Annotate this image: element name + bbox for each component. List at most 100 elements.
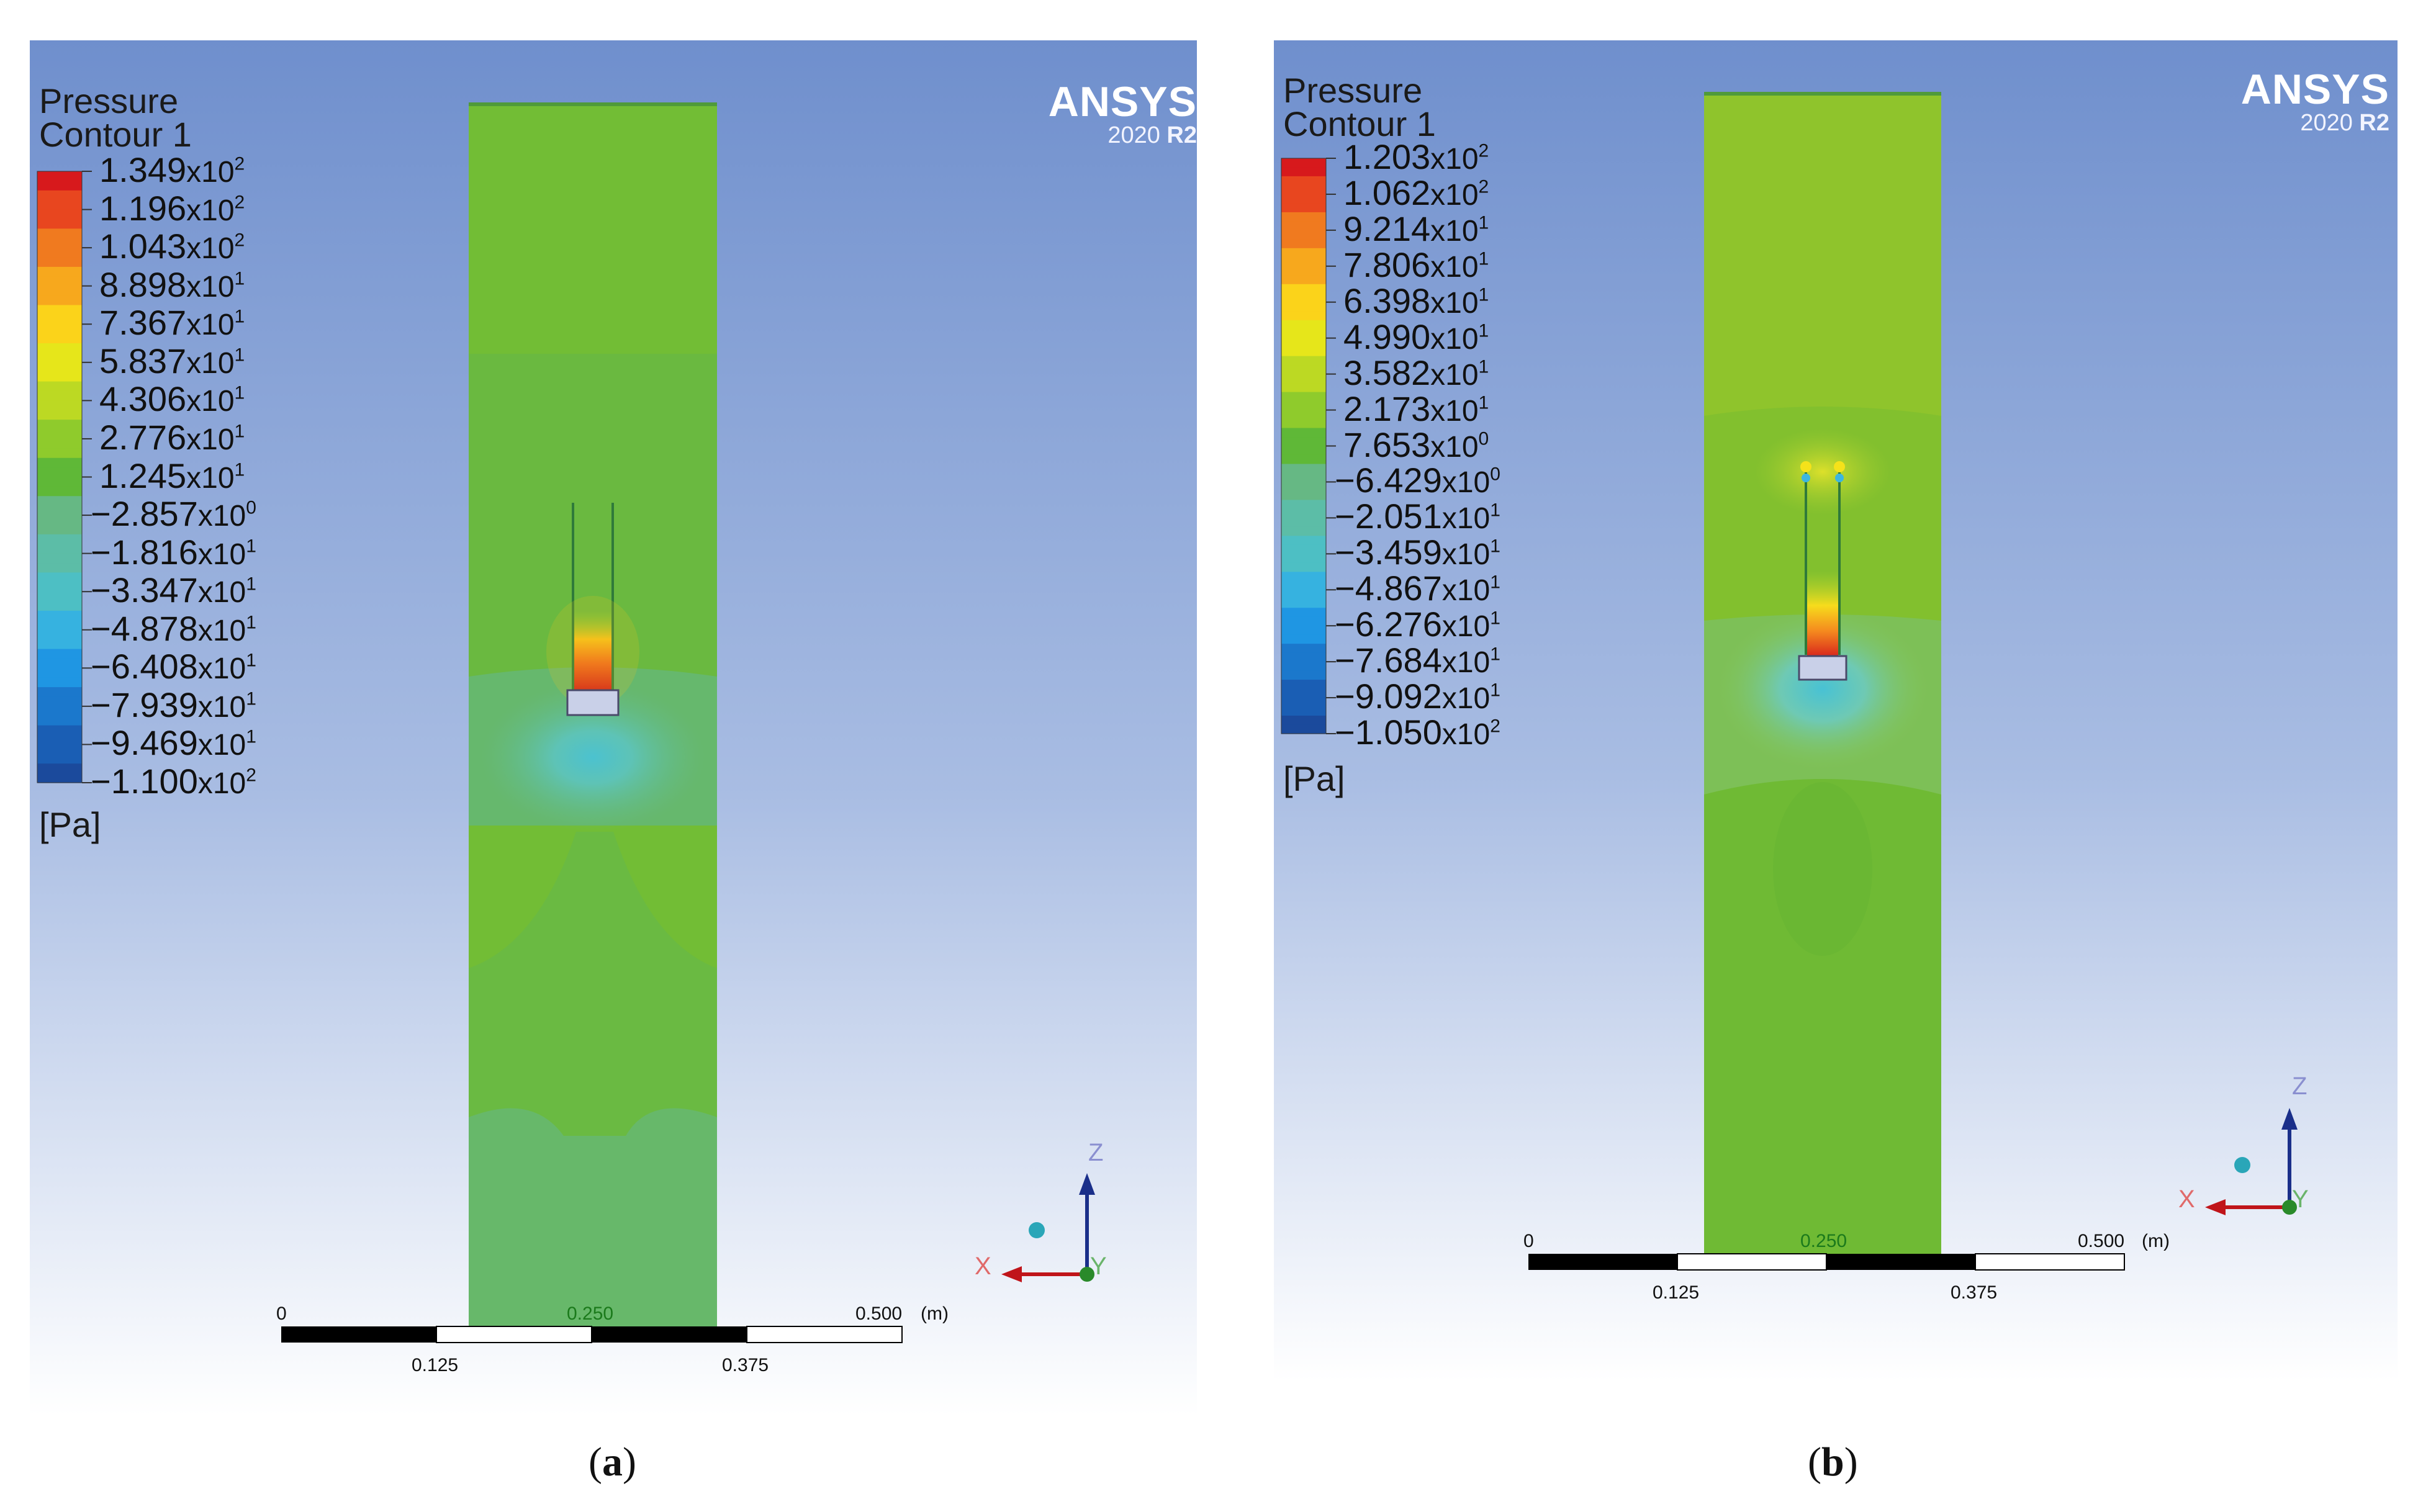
- colorbar-band: [1281, 203, 1326, 213]
- scale-label-375: 0.375: [1951, 1282, 1998, 1303]
- colorbar-band: [37, 668, 82, 678]
- colorbar-band: [1281, 706, 1326, 716]
- colorbar-band: [37, 505, 82, 516]
- colorbar-band: [37, 362, 82, 372]
- colorbar-tick-label: 2.776x101: [99, 417, 245, 457]
- colorbar-band: [1281, 490, 1326, 501]
- colorbar-band: [1281, 419, 1326, 429]
- colorbar-tick-label: −2.857x100: [91, 494, 256, 534]
- colorbar-band: [1281, 275, 1326, 285]
- colorbar-band: [1281, 634, 1326, 644]
- colorbar-band: [37, 257, 82, 268]
- colorbar-band: [37, 735, 82, 745]
- colorbar-band: [1281, 544, 1326, 554]
- colorbar-band: [37, 696, 82, 707]
- obstacle-block: [566, 689, 620, 716]
- colorbar-band: [37, 248, 82, 258]
- colorbar-band: [37, 524, 82, 535]
- colorbar-band: [37, 553, 82, 564]
- axis-x-label: X: [975, 1253, 991, 1280]
- axis-z-label: Z: [2292, 1073, 2307, 1100]
- colorbar-tick-label: −3.347x101: [91, 570, 256, 610]
- ansys-logo: ANSYS 2020 R2: [2240, 66, 2389, 136]
- colorbar-band: [1281, 536, 1326, 546]
- colorbar-band: [37, 706, 82, 716]
- colorbar-band: [37, 687, 82, 698]
- colorbar-band: [1281, 644, 1326, 654]
- colorbar-band: [37, 744, 82, 755]
- scale-label-0: 0: [1523, 1231, 1534, 1251]
- colorbar-band: [1281, 437, 1326, 447]
- panel-b-graphics: [1274, 40, 2398, 1381]
- colorbar-tick-label: −9.469x101: [91, 723, 256, 763]
- colorbar-band: [1281, 293, 1326, 303]
- colorbar-band: [37, 171, 82, 181]
- colorbar-tick-label: 3.582x101: [1343, 353, 1489, 392]
- colorbar-tick-label: 7.367x101: [99, 303, 245, 343]
- colorbar-band: [1281, 508, 1326, 518]
- colorbar-band: [1281, 158, 1326, 168]
- colorbar-band: [1281, 688, 1326, 698]
- scale-unit: (m): [921, 1303, 949, 1324]
- colorbar-band: [1281, 248, 1326, 258]
- colorbar-band: [1281, 698, 1326, 708]
- colorbar-band: [37, 228, 82, 239]
- colorbar-band: [1281, 572, 1326, 582]
- scale-label-250: 0.250: [1800, 1231, 1847, 1251]
- colorbar-band: [1281, 266, 1326, 276]
- colorbar-tick-label: 1.245x101: [99, 456, 245, 495]
- colorbar-band: [37, 486, 82, 497]
- colorbar-band: [37, 324, 82, 335]
- colorbar-band: [37, 200, 82, 210]
- axis-x-label: X: [2178, 1186, 2195, 1213]
- colorbar-band: [37, 716, 82, 726]
- ansys-logo: ANSYS 2020 R2: [1048, 78, 1197, 148]
- colorbar-band: [37, 209, 82, 220]
- colorbar-tick-label: 1.203x102: [1343, 137, 1489, 176]
- colorbar-tick-label: −1.050x102: [1335, 713, 1500, 752]
- colorbar-band: [1281, 500, 1326, 510]
- colorbar-tick-label: 5.837x101: [99, 341, 245, 380]
- colorbar-band: [1281, 329, 1326, 339]
- colorbar-tick-label: −2.051x101: [1335, 497, 1500, 536]
- colorbar-band: [1281, 464, 1326, 474]
- colorbar-tick-label: −6.429x100: [1335, 461, 1500, 500]
- colorbar-band: [37, 448, 82, 459]
- colorbar-tick-label: 9.214x101: [1343, 209, 1489, 248]
- colorbar-band: [1281, 580, 1326, 590]
- colorbar-band: [1281, 284, 1326, 294]
- colorbar-band: [37, 400, 82, 411]
- colorbar-tick-label: 7.653x100: [1343, 425, 1489, 464]
- colorbar-band: [37, 420, 82, 430]
- colorbar-tick-label: −6.408x101: [91, 647, 256, 686]
- colorbar-band: [37, 725, 82, 736]
- colorbar-band: [1281, 616, 1326, 626]
- colorbar-band: [37, 534, 82, 544]
- colorbar-band: [37, 649, 82, 659]
- colorbar-band: [37, 286, 82, 296]
- colorbar-band: [1281, 428, 1326, 438]
- colorbar-band: [37, 353, 82, 363]
- axis-triad: [2205, 1108, 2298, 1215]
- colorbar-band: [37, 390, 82, 401]
- colorbar-band: [1281, 185, 1326, 195]
- panel-b: Pressure Contour 1 1.203x102 1.062x102 9.2…: [1274, 0, 2436, 1512]
- colorbar-tick-label: 4.306x101: [99, 379, 245, 419]
- axis-triad: [1001, 1173, 1095, 1282]
- axis-y-label: Y: [1090, 1253, 1107, 1280]
- colorbar-band: [1281, 590, 1326, 600]
- colorbar-band: [1281, 194, 1326, 204]
- scale-label-125: 0.125: [412, 1355, 459, 1375]
- colorbar-tick-label: −9.092x101: [1335, 677, 1500, 716]
- axis-z-label: Z: [1088, 1139, 1104, 1166]
- colorbar-band: [1281, 518, 1326, 528]
- colorbar-band: [37, 457, 82, 468]
- colorbar-band: [1281, 221, 1326, 231]
- colorbar-tick-label: 7.806x101: [1343, 245, 1489, 284]
- colorbar-band: [1281, 383, 1326, 393]
- colorbar-band: [37, 181, 82, 191]
- colorbar-band: [1281, 230, 1326, 240]
- colorbar-band: [37, 763, 82, 774]
- scale-label-500: 0.500: [2078, 1231, 2125, 1251]
- legend-title: Pressure Contour 1: [1283, 71, 1436, 143]
